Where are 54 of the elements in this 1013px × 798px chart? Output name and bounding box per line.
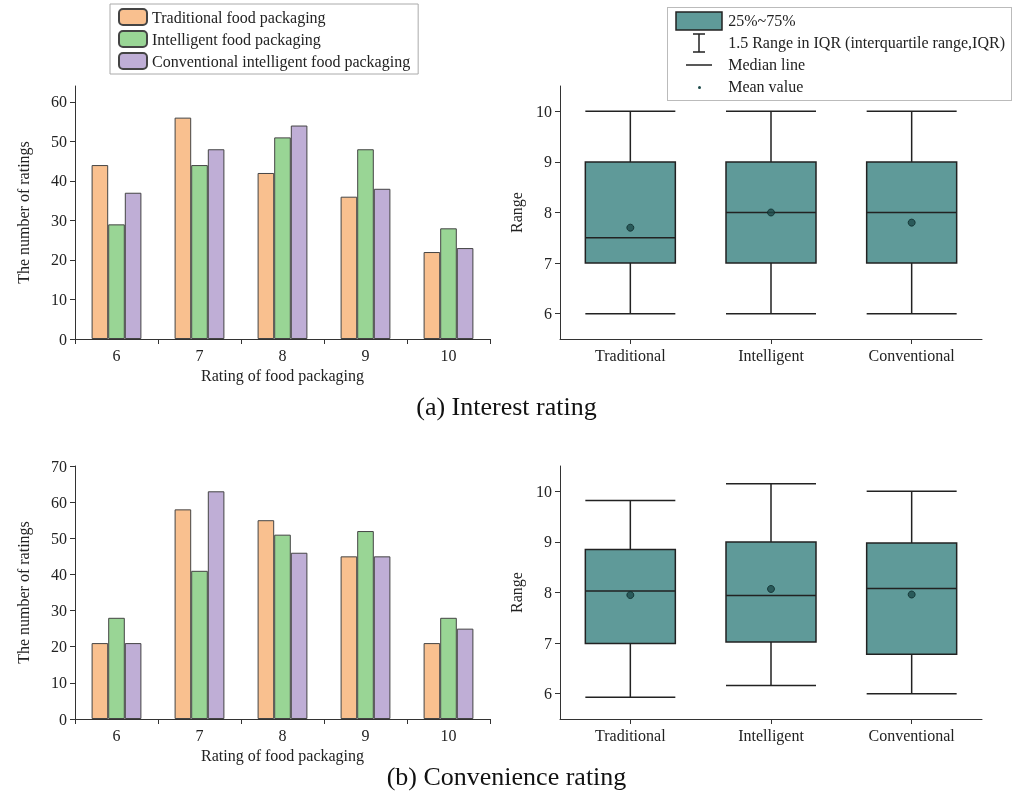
x-tick-label: 10 — [440, 346, 457, 364]
legend-label: Traditional food packaging — [152, 8, 326, 27]
x-tick-label: 7 — [195, 726, 204, 744]
x-tick-label: 10 — [440, 726, 457, 744]
x-axis-title: Rating of food packaging — [200, 747, 365, 766]
y-tick-label: 6 — [544, 305, 552, 323]
y-tick-label: 0 — [59, 710, 67, 728]
x-tick-label: 9 — [361, 346, 370, 364]
y-tick-label: 20 — [51, 251, 67, 269]
x-tick-label: 7 — [195, 346, 204, 364]
y-tick-label: 9 — [544, 153, 552, 171]
x-tick-label: Intelligent — [738, 346, 805, 365]
y-tick-label: 8 — [544, 584, 552, 601]
y-axis-title: The number of ratings — [14, 521, 33, 664]
y-tick-label: 30 — [51, 602, 67, 620]
y-tick-label: 8 — [544, 204, 552, 221]
y-axis-title: Range — [507, 572, 526, 613]
x-tick-label: 6 — [112, 726, 121, 744]
x-tick-label: Traditional — [595, 726, 667, 744]
y-tick-label: 40 — [51, 565, 67, 583]
x-tick-label: Conventional — [868, 726, 956, 744]
annotation: Mean value — [728, 78, 804, 96]
y-axis-title: Range — [507, 192, 526, 233]
y-tick-label: 7 — [544, 634, 552, 652]
x-axis-title: Rating of food packaging — [200, 367, 365, 386]
x-tick-label: 9 — [361, 726, 370, 744]
x-tick-label: 8 — [278, 346, 287, 364]
y-tick-label: 7 — [544, 254, 552, 272]
y-tick-label: 0 — [59, 330, 67, 348]
text: (a) Interest rating — [415, 392, 598, 422]
x-tick-label: Conventional — [868, 346, 956, 364]
y-tick-label: 50 — [51, 132, 67, 150]
y-tick-label: 50 — [51, 529, 67, 547]
x-tick-label: Intelligent — [738, 726, 805, 745]
y-tick-label: 6 — [544, 685, 552, 703]
y-tick-label: 70 — [51, 457, 67, 475]
x-tick-label: 8 — [278, 726, 287, 744]
y-tick-label: 10 — [51, 674, 67, 692]
y-tick-label: 10 — [51, 290, 67, 308]
legend-label: Conventional intelligent food packaging — [152, 52, 411, 71]
y-tick-label: 9 — [544, 533, 552, 551]
y-tick-label: 10 — [536, 102, 552, 120]
text: (b) Convenience rating — [386, 762, 627, 791]
y-tick-label: 60 — [51, 93, 67, 111]
legend-label: Intelligent food packaging — [152, 30, 321, 49]
y-tick-label: 10 — [536, 482, 552, 500]
key-panel: 25%~75% 1.5 Range in IQR (interquartile range,IQR) Median line Mean value — [668, 8, 1011, 100]
x-tick-label: Traditional — [595, 346, 667, 364]
y-axis-title: The number of ratings — [14, 141, 33, 284]
x-tick-label: 6 — [112, 346, 121, 364]
y-tick-label: 60 — [51, 493, 67, 511]
y-tick-label: 30 — [51, 211, 67, 229]
y-tick-label: 40 — [51, 172, 67, 190]
y-tick-label: 20 — [51, 638, 67, 656]
